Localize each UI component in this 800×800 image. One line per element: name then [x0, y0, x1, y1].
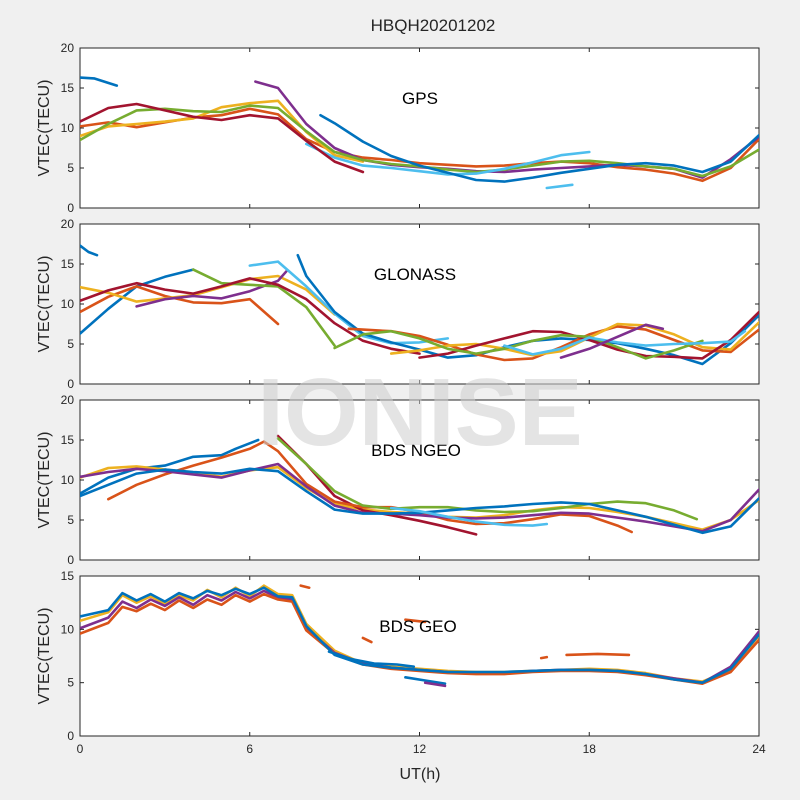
y-tick-label: 0 [67, 729, 74, 743]
plot-area [79, 47, 760, 209]
subplot-3: 0 5 10 15 20 VTEC(TECU) BDS NGEO [36, 393, 760, 567]
series-line [404, 676, 447, 685]
y-tick-label: 15 [61, 569, 75, 583]
x-tick-label: 6 [246, 742, 253, 756]
traces [80, 584, 759, 688]
series-line [80, 244, 99, 257]
y-tick-label: 10 [61, 473, 75, 487]
y-tick-label: 15 [61, 433, 75, 447]
series-line [299, 584, 311, 589]
traces [80, 76, 759, 190]
y-axis-label: VTEC(TECU) [36, 608, 53, 705]
y-axis-label: VTEC(TECU) [36, 432, 53, 529]
y-tick-label: 20 [61, 217, 75, 231]
constellation-annotation: BDS GEO [379, 617, 456, 636]
subplot-2: 0 5 10 15 20 VTEC(TECU) GLONASS [36, 217, 760, 391]
series-line [503, 329, 747, 356]
y-tick-label: 10 [61, 121, 75, 135]
series-line [333, 329, 704, 360]
y-tick-label: 20 [61, 41, 75, 55]
plot-area [79, 399, 760, 561]
series-line [107, 440, 633, 534]
series-line [389, 506, 549, 527]
y-tick-label: 5 [67, 513, 74, 527]
constellation-annotation: BDS NGEO [371, 441, 461, 460]
series-line [418, 310, 759, 360]
x-tick-label: 18 [583, 742, 597, 756]
traces [80, 434, 759, 536]
subplot-1: 0 5 10 15 20 VTEC(TECU) GPS [36, 41, 760, 215]
y-axis-label: VTEC(TECU) [36, 80, 53, 177]
y-tick-label: 15 [61, 81, 75, 95]
series-line [305, 142, 591, 176]
y-tick-label: 5 [67, 337, 74, 351]
figure-title: HBQH20201202 [371, 16, 496, 35]
series-line [80, 438, 260, 495]
x-axis-label: UT(h) [400, 766, 441, 783]
series-line [539, 655, 549, 660]
traces [80, 244, 759, 366]
constellation-annotation: GLONASS [374, 265, 456, 284]
series-line [80, 586, 759, 684]
y-tick-label: 5 [67, 676, 74, 690]
y-tick-label: 20 [61, 393, 75, 407]
series-line [80, 467, 759, 535]
series-line [80, 76, 119, 87]
plot-area [79, 575, 760, 737]
series-line [80, 277, 421, 355]
watermark: IONISE [257, 359, 582, 466]
y-tick-label: 0 [67, 553, 74, 567]
series-line [135, 269, 288, 308]
y-tick-label: 10 [61, 622, 75, 636]
y-tick-label: 15 [61, 257, 75, 271]
series-line [404, 618, 427, 624]
series-line [319, 113, 759, 183]
series-line [248, 260, 450, 345]
series-line [276, 437, 699, 521]
y-tick-label: 0 [67, 377, 74, 391]
x-tick-label: 0 [77, 742, 84, 756]
y-axis-label: VTEC(TECU) [36, 256, 53, 353]
series-line [545, 183, 574, 190]
series-line [559, 323, 665, 359]
subplot-stack: 0 5 10 15 20 VTEC(TECU) GPS 0 5 10 15 20 VTEC(TECU) G… [36, 41, 766, 756]
series-line [361, 636, 373, 644]
x-tick-label: 24 [752, 742, 766, 756]
series-line [565, 652, 631, 657]
series-line [191, 268, 336, 347]
constellation-annotation: GPS [402, 89, 438, 108]
series-line [327, 650, 416, 668]
y-tick-label: 5 [67, 161, 74, 175]
y-tick-label: 0 [67, 201, 74, 215]
series-line [423, 681, 447, 688]
subplot-4: 0 5 10 15 0 6 12 18 24 VTEC(TECU) BDS GEO [36, 569, 766, 756]
series-line [80, 102, 365, 174]
y-tick-label: 10 [61, 297, 75, 311]
series-line [80, 462, 759, 533]
x-tick-label: 12 [413, 742, 427, 756]
